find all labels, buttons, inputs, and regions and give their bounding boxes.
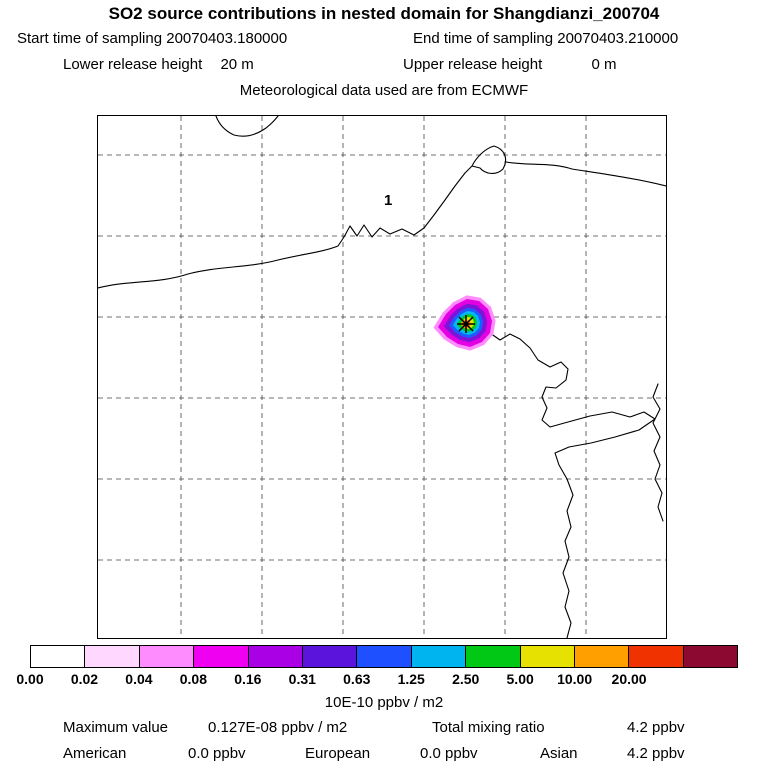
start-time-line: Start time of sampling 20070403.180000 xyxy=(17,30,287,47)
colorbar-tick-label: 2.50 xyxy=(452,671,480,687)
colorbar-segment xyxy=(629,646,684,667)
region-american-label: American xyxy=(63,745,127,762)
colorbar-segment xyxy=(466,646,521,667)
colorbar-tick-label: 0.31 xyxy=(288,671,316,687)
receptor-star-marker xyxy=(457,315,475,333)
region-asian-value: 4.2 ppbv xyxy=(627,745,685,762)
colorbar-unit: 10E-10 ppbv / m2 xyxy=(324,694,444,711)
met-data-line: Meteorological data used are from ECMWF xyxy=(239,82,529,99)
total-ratio-value: 4.2 ppbv xyxy=(627,719,685,736)
colorbar-tick-label: 0.04 xyxy=(125,671,153,687)
map-coastlines xyxy=(98,116,666,638)
colorbar-tick-label: 0.00 xyxy=(16,671,44,687)
colorbar-segment xyxy=(520,646,575,667)
plume xyxy=(433,295,496,351)
colorbar-segment xyxy=(683,646,738,667)
map-gridlines xyxy=(98,116,666,638)
colorbar-tick-label: 0.08 xyxy=(179,671,207,687)
colorbar-segment xyxy=(194,646,249,667)
colorbar-tick-label: 5.00 xyxy=(506,671,534,687)
upper-release-line: Upper release height 0 m xyxy=(403,56,616,73)
map-svg xyxy=(98,116,666,638)
map-panel: 1 xyxy=(97,115,667,639)
colorbar xyxy=(30,645,738,668)
colorbar-segment xyxy=(574,646,630,667)
upper-release-label: Upper release height xyxy=(403,56,543,73)
colorbar-tick-label: 10.00 xyxy=(557,671,593,687)
colorbar-segment xyxy=(85,646,140,667)
region-asian-label: Asian xyxy=(540,745,578,762)
colorbar-segment xyxy=(139,646,195,667)
colorbar-tick-label: 0.63 xyxy=(343,671,371,687)
colorbar-segment xyxy=(411,646,467,667)
region-european-value: 0.0 ppbv xyxy=(420,745,478,762)
end-time-label: End time of sampling xyxy=(413,30,554,47)
figure-title: SO2 source contributions in nested domai… xyxy=(108,4,660,23)
lower-release-label: Lower release height xyxy=(63,56,203,73)
colorbar-tick-label: 1.25 xyxy=(397,671,425,687)
end-time-value: 20070403.210000 xyxy=(557,30,679,47)
colorbar-segment xyxy=(248,646,303,667)
colorbar-tick-label: 0.02 xyxy=(70,671,99,687)
max-value: 0.127E-08 ppbv / m2 xyxy=(208,719,348,736)
map-region-label: 1 xyxy=(384,192,393,209)
total-ratio-label: Total mixing ratio xyxy=(432,719,545,736)
lower-release-line: Lower release height 20 m xyxy=(63,56,254,73)
colorbar-segment xyxy=(357,646,412,667)
colorbar-tick-label: 0.16 xyxy=(234,671,262,687)
end-time-line: End time of sampling 20070403.210000 xyxy=(413,30,678,47)
region-european-label: European xyxy=(305,745,371,762)
colorbar-segment xyxy=(31,646,86,667)
region-american-value: 0.0 ppbv xyxy=(188,745,246,762)
start-time-value: 20070403.180000 xyxy=(166,30,288,47)
max-value-label: Maximum value xyxy=(63,719,169,736)
lower-release-value: 20 m xyxy=(220,56,254,73)
colorbar-segment xyxy=(302,646,358,667)
colorbar-ticks: 0.00 0.02 0.04 0.08 0.16 0.31 0.63 1.25 2.50 5.00… xyxy=(16,671,738,689)
start-time-label: Start time of sampling xyxy=(17,30,163,47)
upper-release-value: 0 m xyxy=(591,56,617,73)
colorbar-tick-label: 20.00 xyxy=(611,671,647,687)
